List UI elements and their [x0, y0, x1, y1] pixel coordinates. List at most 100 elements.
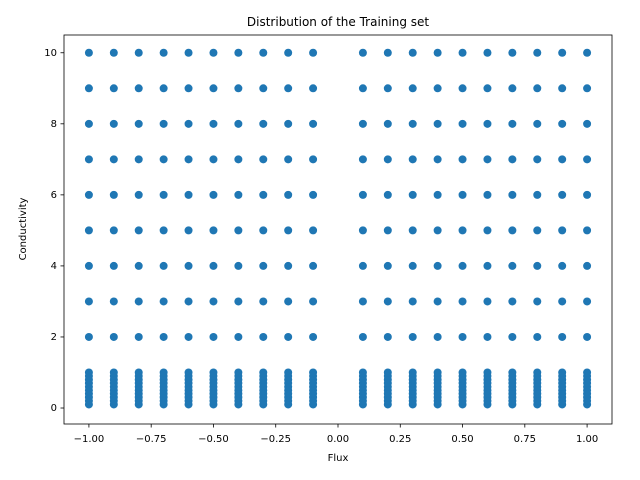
point — [383, 155, 392, 164]
point — [458, 261, 467, 270]
point — [134, 261, 143, 270]
point — [84, 48, 93, 57]
point — [159, 368, 168, 377]
y-tick-label: 2 — [51, 332, 57, 343]
point — [284, 332, 293, 341]
point — [184, 48, 193, 57]
point — [259, 261, 268, 270]
point — [458, 48, 467, 57]
point — [209, 261, 218, 270]
x-tick-label: −1.00 — [74, 434, 105, 445]
point — [508, 297, 517, 306]
point — [84, 332, 93, 341]
point — [309, 155, 318, 164]
point — [184, 119, 193, 128]
point — [234, 332, 243, 341]
point — [558, 119, 567, 128]
point — [533, 368, 542, 377]
point — [383, 190, 392, 199]
point — [309, 332, 318, 341]
point — [358, 332, 367, 341]
point — [159, 332, 168, 341]
point — [533, 155, 542, 164]
point — [159, 119, 168, 128]
point — [234, 368, 243, 377]
point — [184, 226, 193, 235]
point — [583, 368, 592, 377]
point — [533, 48, 542, 57]
point — [383, 119, 392, 128]
point — [408, 368, 417, 377]
point — [109, 226, 118, 235]
point — [184, 155, 193, 164]
point — [358, 119, 367, 128]
point — [234, 261, 243, 270]
x-tick-label: −0.50 — [198, 434, 229, 445]
point — [533, 119, 542, 128]
point — [309, 261, 318, 270]
point — [234, 119, 243, 128]
point — [583, 190, 592, 199]
point — [583, 84, 592, 93]
point — [408, 48, 417, 57]
point — [508, 48, 517, 57]
point — [284, 226, 293, 235]
point — [458, 84, 467, 93]
point — [209, 190, 218, 199]
point — [159, 226, 168, 235]
point — [408, 297, 417, 306]
point — [558, 368, 567, 377]
point — [109, 332, 118, 341]
point — [234, 84, 243, 93]
point — [583, 226, 592, 235]
point — [209, 48, 218, 57]
point — [259, 48, 268, 57]
point — [433, 155, 442, 164]
point — [134, 48, 143, 57]
point — [483, 84, 492, 93]
x-tick-label: 1.00 — [576, 434, 598, 445]
x-tick-label: −0.75 — [136, 434, 167, 445]
point — [558, 332, 567, 341]
point — [284, 297, 293, 306]
point — [284, 261, 293, 270]
point — [109, 297, 118, 306]
point — [284, 84, 293, 93]
point — [408, 261, 417, 270]
chart-title: Distribution of the Training set — [247, 15, 430, 29]
y-tick-label: 8 — [51, 119, 57, 130]
point — [383, 332, 392, 341]
point — [558, 226, 567, 235]
point — [209, 368, 218, 377]
point — [483, 48, 492, 57]
point — [358, 155, 367, 164]
point — [533, 226, 542, 235]
point — [383, 48, 392, 57]
point — [358, 190, 367, 199]
point — [533, 190, 542, 199]
point — [209, 119, 218, 128]
point — [159, 84, 168, 93]
point — [184, 261, 193, 270]
point — [358, 226, 367, 235]
point — [234, 190, 243, 199]
point — [184, 368, 193, 377]
point — [259, 368, 268, 377]
point — [508, 119, 517, 128]
point — [259, 332, 268, 341]
point — [408, 155, 417, 164]
point — [109, 261, 118, 270]
point — [433, 368, 442, 377]
point — [458, 119, 467, 128]
point — [458, 332, 467, 341]
point — [483, 332, 492, 341]
point — [508, 261, 517, 270]
point — [558, 155, 567, 164]
point — [483, 155, 492, 164]
point — [408, 190, 417, 199]
y-tick-label: 0 — [51, 403, 57, 414]
point — [558, 48, 567, 57]
x-tick-label: 0.00 — [327, 434, 349, 445]
point — [309, 226, 318, 235]
